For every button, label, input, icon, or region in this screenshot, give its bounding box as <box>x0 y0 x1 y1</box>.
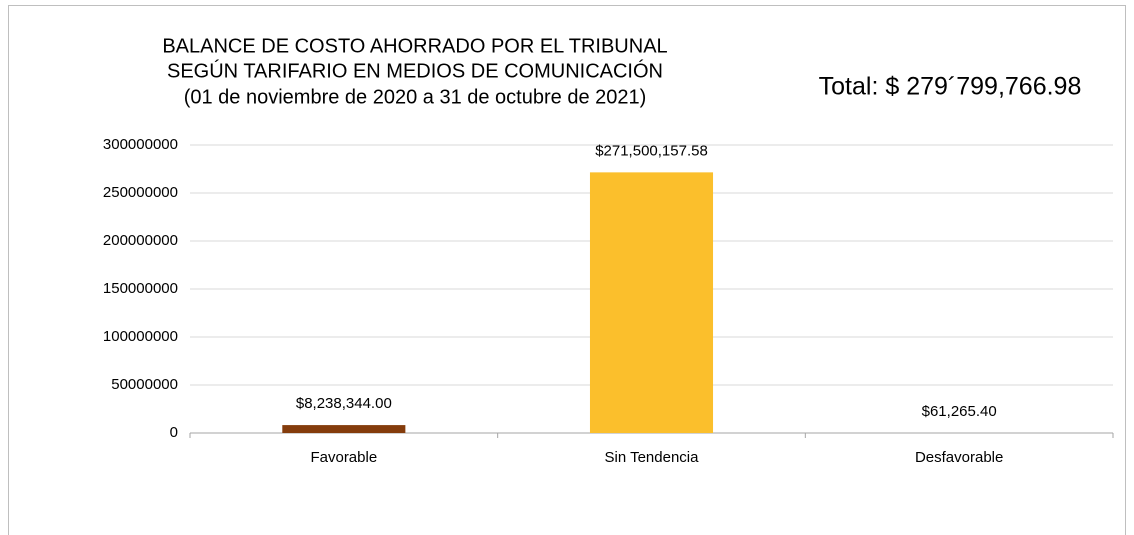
y-tick-label: 250000000 <box>103 184 178 201</box>
x-tick-label: Sin Tendencia <box>605 449 700 466</box>
bar <box>589 172 714 433</box>
y-tick-label: 300000000 <box>103 136 178 153</box>
chart-title: BALANCE DE COSTO AHORRADO POR EL TRIBUNA… <box>162 35 667 57</box>
chart-title: (01 de noviembre de 2020 a 31 de octubre… <box>184 86 647 108</box>
bar <box>282 425 406 433</box>
data-label: $8,238,344.00 <box>296 395 392 412</box>
y-tick-label: 100000000 <box>103 328 178 345</box>
total-annotation: Total: $ 279´799,766.98 <box>819 73 1082 101</box>
data-label: $61,265.40 <box>922 403 997 420</box>
y-tick-label: 200000000 <box>103 232 178 249</box>
y-tick-label: 0 <box>170 424 178 441</box>
x-tick-label: Desfavorable <box>915 449 1003 466</box>
y-tick-label: 50000000 <box>111 376 178 393</box>
data-label: $271,500,157.58 <box>595 142 708 159</box>
chart-title: SEGÚN TARIFARIO EN MEDIOS DE COMUNICACIÓ… <box>167 59 663 82</box>
x-tick-label: Favorable <box>310 449 377 466</box>
y-tick-label: 150000000 <box>103 280 178 297</box>
chart-frame <box>8 5 1126 535</box>
